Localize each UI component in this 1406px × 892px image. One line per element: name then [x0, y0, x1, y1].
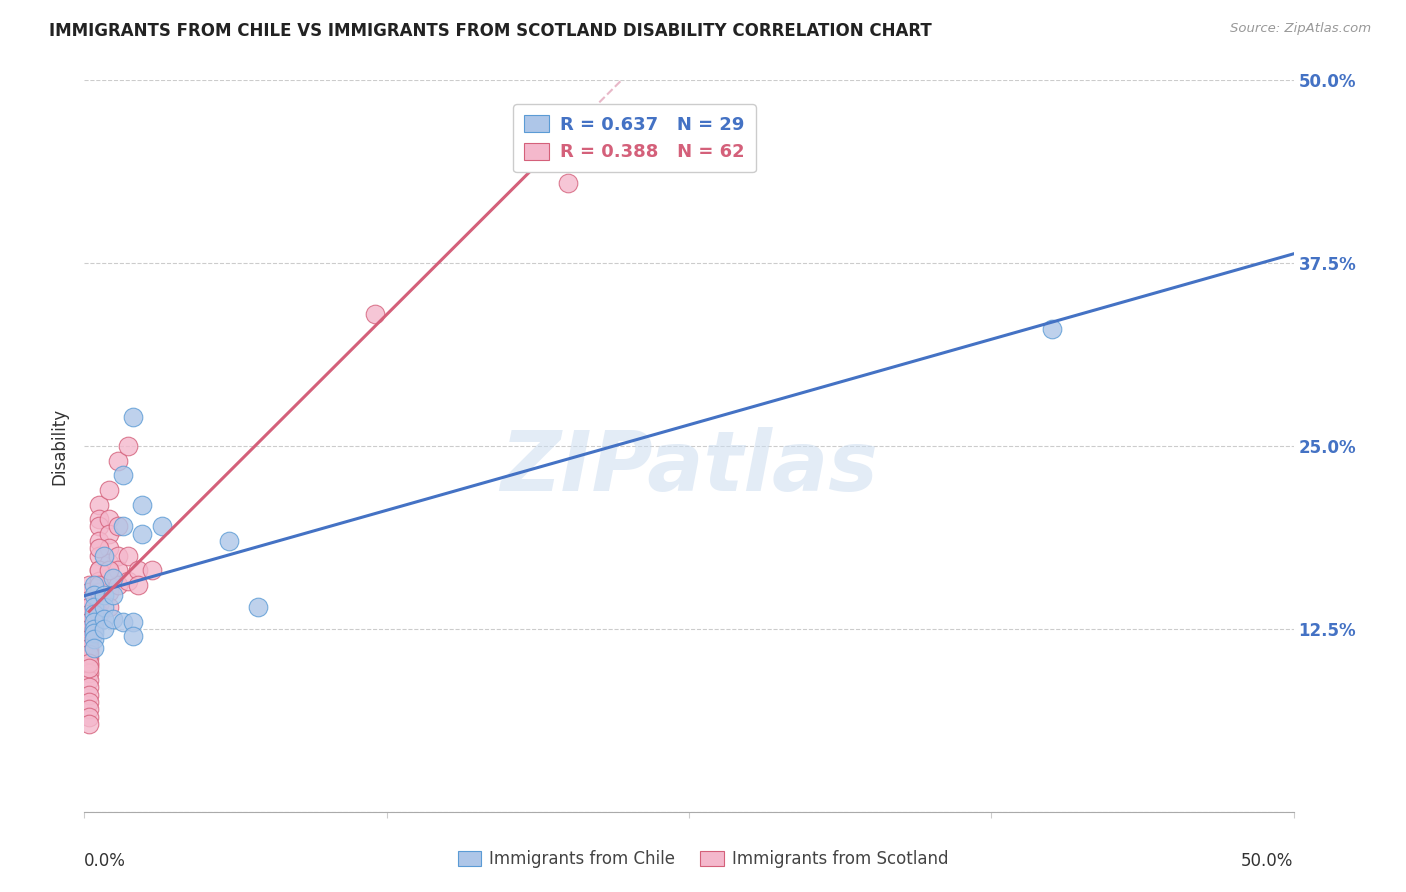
Point — [83, 578, 105, 592]
Point — [121, 615, 143, 629]
Point — [107, 519, 129, 533]
Point — [77, 622, 100, 636]
Point — [93, 612, 115, 626]
Point — [107, 453, 129, 467]
Text: Source: ZipAtlas.com: Source: ZipAtlas.com — [1230, 22, 1371, 36]
Point — [87, 597, 110, 611]
Point — [97, 563, 120, 577]
Point — [150, 519, 173, 533]
Point — [127, 578, 149, 592]
Point — [83, 607, 105, 622]
Point — [83, 626, 105, 640]
Point — [103, 612, 125, 626]
Point — [97, 571, 120, 585]
Point — [77, 644, 100, 658]
Point — [77, 592, 100, 607]
Point — [77, 599, 100, 614]
Point — [127, 563, 149, 577]
Point — [83, 640, 105, 655]
Point — [97, 541, 120, 556]
Point — [87, 534, 110, 549]
Point — [77, 673, 100, 687]
Point — [93, 622, 115, 636]
Point — [77, 665, 100, 680]
Point — [131, 526, 153, 541]
Point — [97, 512, 120, 526]
Point — [77, 632, 100, 646]
Point — [131, 498, 153, 512]
Point — [83, 615, 105, 629]
Point — [107, 563, 129, 577]
Point — [1040, 322, 1063, 336]
Point — [93, 599, 115, 614]
Point — [87, 585, 110, 599]
Point — [117, 439, 139, 453]
Point — [77, 629, 100, 643]
Point — [87, 607, 110, 622]
Point — [117, 549, 139, 563]
Point — [87, 563, 110, 577]
Point — [107, 549, 129, 563]
Point — [77, 607, 100, 622]
Point — [77, 578, 100, 592]
Point — [87, 519, 110, 533]
Legend: R = 0.637   N = 29, R = 0.388   N = 62: R = 0.637 N = 29, R = 0.388 N = 62 — [513, 104, 756, 172]
Point — [87, 563, 110, 577]
Point — [77, 651, 100, 665]
Point — [77, 615, 100, 629]
Point — [121, 409, 143, 424]
Point — [103, 588, 125, 602]
Point — [77, 717, 100, 731]
Point — [97, 556, 120, 570]
Point — [77, 661, 100, 675]
Point — [87, 541, 110, 556]
Point — [83, 622, 105, 636]
Point — [77, 622, 100, 636]
Text: 0.0%: 0.0% — [84, 852, 127, 870]
Point — [77, 709, 100, 723]
Point — [141, 563, 163, 577]
Point — [83, 599, 105, 614]
Point — [103, 571, 125, 585]
Point — [97, 526, 120, 541]
Point — [557, 176, 579, 190]
Point — [87, 578, 110, 592]
Point — [77, 640, 100, 655]
Point — [77, 615, 100, 629]
Point — [77, 656, 100, 670]
Point — [218, 534, 240, 549]
Point — [117, 574, 139, 588]
Point — [247, 599, 270, 614]
Point — [93, 588, 115, 602]
Legend: Immigrants from Chile, Immigrants from Scotland: Immigrants from Chile, Immigrants from S… — [451, 844, 955, 875]
Point — [97, 585, 120, 599]
Y-axis label: Disability: Disability — [51, 408, 69, 484]
Point — [77, 681, 100, 695]
Point — [77, 688, 100, 702]
Point — [77, 636, 100, 650]
Point — [97, 599, 120, 614]
Point — [77, 585, 100, 599]
Point — [112, 615, 135, 629]
Point — [93, 549, 115, 563]
Point — [87, 549, 110, 563]
Point — [112, 468, 135, 483]
Point — [77, 702, 100, 716]
Point — [87, 512, 110, 526]
Point — [83, 588, 105, 602]
Point — [77, 647, 100, 661]
Point — [107, 578, 129, 592]
Text: 50.0%: 50.0% — [1241, 852, 1294, 870]
Point — [87, 574, 110, 588]
Point — [87, 498, 110, 512]
Point — [97, 483, 120, 497]
Point — [77, 658, 100, 673]
Text: IMMIGRANTS FROM CHILE VS IMMIGRANTS FROM SCOTLAND DISABILITY CORRELATION CHART: IMMIGRANTS FROM CHILE VS IMMIGRANTS FROM… — [49, 22, 932, 40]
Point — [77, 695, 100, 709]
Point — [121, 629, 143, 643]
Text: ZIPatlas: ZIPatlas — [501, 427, 877, 508]
Point — [83, 632, 105, 646]
Point — [363, 307, 385, 321]
Point — [112, 519, 135, 533]
